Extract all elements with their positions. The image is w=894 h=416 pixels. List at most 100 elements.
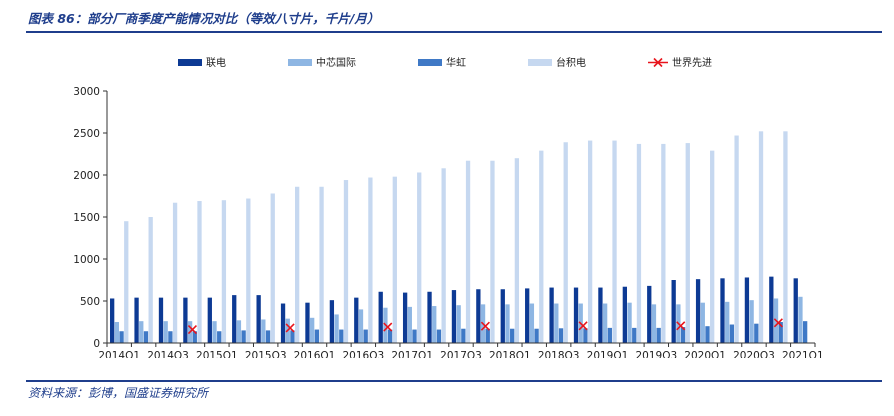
bar-华虹-2020Q4 bbox=[778, 322, 783, 343]
x-tick-label: 2018Q1 bbox=[489, 350, 531, 358]
legend-swatch bbox=[418, 59, 442, 66]
marker-stroke bbox=[773, 318, 783, 328]
bar-联电-2020Q1 bbox=[695, 279, 701, 343]
bar-华虹-2017Q2 bbox=[436, 329, 442, 343]
marker-世界先进-2019Q4 bbox=[676, 321, 686, 331]
bar-台积电-2015Q4 bbox=[295, 186, 300, 343]
legend-label: 联电 bbox=[206, 56, 226, 69]
bar-华虹-2018Q1 bbox=[510, 328, 515, 343]
x-tick-label: 2020Q3 bbox=[733, 350, 775, 358]
bar-中芯国际-2020Q1 bbox=[700, 302, 705, 343]
bar-台积电-2016Q2 bbox=[343, 180, 349, 343]
bar-台积电-2018Q1 bbox=[514, 158, 520, 343]
bar-联电-2014Q3 bbox=[158, 297, 164, 343]
bar-联电-2019Q1 bbox=[598, 287, 603, 343]
x-axis: 2014Q1 2014Q3 2015Q1 2015Q3 2016Q1 2016Q3 2017… bbox=[98, 342, 824, 358]
bar-华虹-2018Q4 bbox=[583, 328, 588, 343]
title-bar: 图表 86：部分厂商季度产能情况对比（等效八寸片，千片/月） bbox=[0, 0, 894, 30]
bar-联电-2014Q4 bbox=[183, 297, 188, 343]
bar-中芯国际-2015Q2 bbox=[236, 320, 242, 343]
legend-label: 世界先进 bbox=[672, 57, 712, 69]
bar-联电-2017Q1 bbox=[402, 292, 408, 343]
bars bbox=[110, 131, 808, 343]
bar-台积电-2017Q3 bbox=[465, 160, 471, 343]
bar-台积电-2020Q2 bbox=[734, 135, 739, 343]
bar-台积电-2019Q1 bbox=[612, 140, 617, 343]
bar-中芯国际-2018Q2 bbox=[529, 303, 535, 343]
bar-台积电-2018Q4 bbox=[587, 140, 593, 343]
bar-华虹-2016Q2 bbox=[339, 329, 344, 343]
legend-marker-x bbox=[653, 57, 663, 68]
bar-台积电-2017Q2 bbox=[441, 168, 446, 343]
bar-台积电-2015Q1 bbox=[221, 200, 227, 343]
legend-item-台积电: 台积电 bbox=[528, 56, 586, 69]
bar-华虹-2014Q2 bbox=[143, 331, 149, 343]
bar-华虹-2019Q3 bbox=[656, 327, 661, 343]
bar-华虹-2017Q3 bbox=[461, 328, 466, 343]
legend-swatch bbox=[528, 59, 552, 66]
x-tick-label: 2015Q3 bbox=[245, 350, 287, 358]
bar-台积电-2016Q3 bbox=[368, 177, 373, 343]
x-tick-label: 2015Q1 bbox=[196, 350, 238, 358]
legend-swatch bbox=[178, 59, 202, 66]
marker-stroke bbox=[187, 324, 198, 335]
bar-华虹-2020Q1 bbox=[705, 326, 710, 343]
bar-中芯国际-2019Q3 bbox=[651, 304, 657, 343]
x-tick-label: 2016Q1 bbox=[294, 350, 336, 358]
y-tick-label: 0 bbox=[93, 338, 100, 350]
bar-华虹-2019Q2 bbox=[632, 327, 637, 343]
bar-联电-2018Q4 bbox=[573, 287, 579, 343]
bar-联电-2016Q1 bbox=[305, 302, 310, 343]
bar-联电-2018Q3 bbox=[549, 287, 554, 343]
bar-台积电-2015Q3 bbox=[270, 193, 275, 343]
marker-世界先进-2014Q4 bbox=[187, 324, 198, 335]
bar-联电-2015Q1 bbox=[207, 297, 212, 343]
legend-label: 台积电 bbox=[556, 56, 586, 69]
bar-联电-2014Q2 bbox=[134, 297, 139, 343]
legend-item-华虹: 华虹 bbox=[418, 56, 466, 69]
bar-中芯国际-2019Q2 bbox=[627, 302, 632, 343]
legend-swatch bbox=[288, 59, 312, 66]
bar-华虹-2019Q1 bbox=[607, 327, 612, 343]
bar-chart: 联电 中芯国际 华虹 台积电 世界先进 0 500 1000 1500 2000 2500 3000… bbox=[73, 56, 824, 358]
bar-联电-2019Q3 bbox=[647, 285, 652, 343]
bar-台积电-2017Q1 bbox=[417, 172, 422, 343]
bar-联电-2017Q4 bbox=[476, 289, 481, 343]
legend-item-世界先进: 世界先进 bbox=[648, 57, 712, 69]
y-tick-label: 3000 bbox=[73, 86, 100, 98]
legend-label: 华虹 bbox=[446, 56, 466, 69]
bar-台积电-2019Q3 bbox=[661, 143, 666, 343]
legend: 联电 中芯国际 华虹 台积电 世界先进 bbox=[178, 56, 712, 69]
x-tick-label: 2017Q1 bbox=[391, 350, 433, 358]
marker-世界先进-2017Q4 bbox=[480, 321, 490, 331]
bar-台积电-2015Q2 bbox=[246, 198, 251, 343]
bottom-rule bbox=[26, 380, 882, 382]
bar-联电-2019Q2 bbox=[622, 286, 627, 343]
bar-华虹-2014Q4 bbox=[192, 331, 197, 343]
bar-中芯国际-2016Q2 bbox=[334, 314, 339, 343]
bar-华虹-2020Q3 bbox=[754, 323, 759, 343]
marker-世界先进-2015Q4 bbox=[285, 323, 295, 333]
bar-中芯国际-2016Q3 bbox=[358, 309, 364, 343]
bar-中芯国际-2016Q1 bbox=[310, 317, 315, 343]
bar-中芯国际-2014Q3 bbox=[163, 321, 168, 343]
source-note: 资料来源：彭博，国盛证券研究所 bbox=[28, 386, 209, 400]
bar-中芯国际-2017Q1 bbox=[407, 306, 412, 343]
bar-联电-2018Q1 bbox=[500, 289, 505, 343]
chart-title: 图表 86：部分厂商季度产能情况对比（等效八寸片，千片/月） bbox=[28, 11, 380, 26]
marker-世界先进-2016Q4 bbox=[383, 322, 393, 332]
bar-台积电-2019Q2 bbox=[636, 143, 642, 343]
bar-台积电-2014Q4 bbox=[197, 201, 202, 343]
bar-华虹-2015Q2 bbox=[241, 330, 246, 343]
marker-stroke bbox=[676, 321, 686, 331]
bar-中芯国际-2020Q2 bbox=[725, 301, 730, 343]
legend-item-联电: 联电 bbox=[178, 56, 226, 69]
bar-中芯国际-2020Q3 bbox=[749, 300, 754, 343]
bar-联电-2019Q4 bbox=[671, 280, 676, 343]
marker-stroke bbox=[383, 322, 393, 332]
x-tick-label: 2018Q3 bbox=[538, 350, 580, 358]
bar-中芯国际-2018Q1 bbox=[505, 304, 510, 343]
bar-华虹-2015Q3 bbox=[265, 330, 271, 343]
bar-华虹-2016Q4 bbox=[387, 329, 393, 343]
y-tick-label: 500 bbox=[80, 296, 100, 308]
